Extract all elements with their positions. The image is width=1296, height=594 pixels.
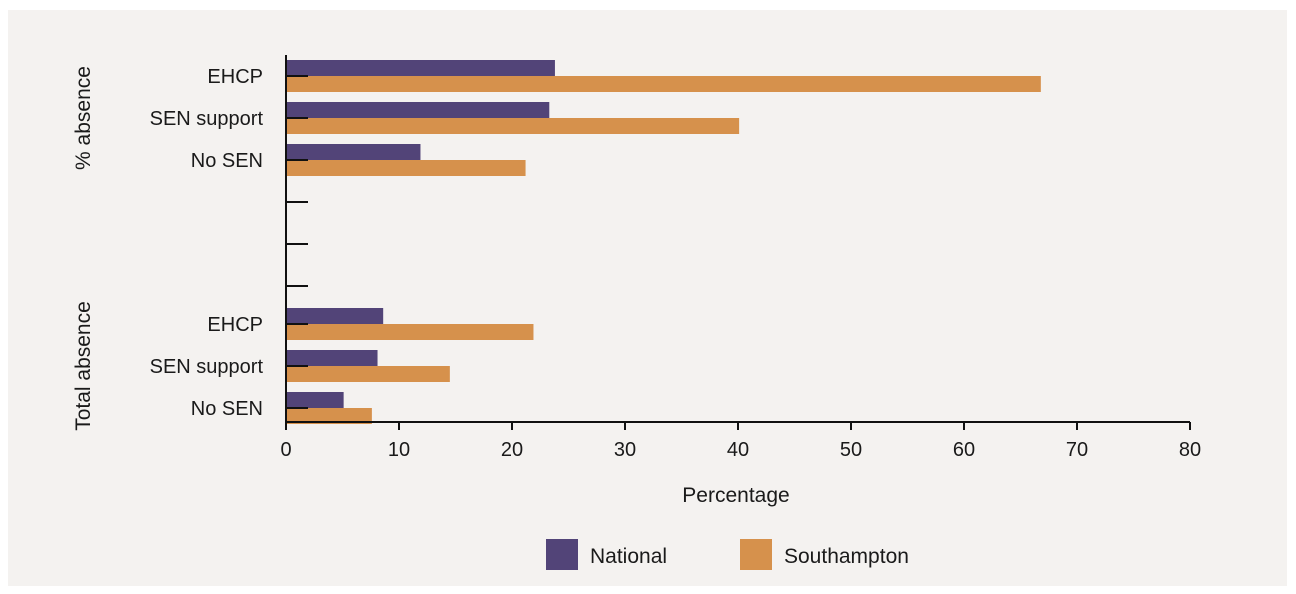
x-tick-label: 20 xyxy=(501,439,523,461)
bar-national xyxy=(286,60,555,76)
category-label: SEN support xyxy=(150,356,264,378)
bar-southampton xyxy=(286,324,534,340)
bar-southampton xyxy=(286,118,740,134)
x-tick-label: 50 xyxy=(840,439,862,461)
legend-swatch-national xyxy=(546,539,578,570)
bar-southampton xyxy=(286,408,372,424)
bar-national xyxy=(286,144,421,160)
x-axis-title: Percentage xyxy=(682,484,789,507)
x-tick-label: 30 xyxy=(614,439,636,461)
group-label: Total absence xyxy=(72,301,95,431)
x-tick-label: 60 xyxy=(953,439,975,461)
x-tick-label: 40 xyxy=(727,439,749,461)
legend-label-southampton: Southampton xyxy=(784,545,909,568)
bar-national xyxy=(286,392,344,408)
bar-national xyxy=(286,350,378,366)
legend-label-national: National xyxy=(590,545,667,568)
x-tick-label: 70 xyxy=(1066,439,1088,461)
bar-national xyxy=(286,308,384,324)
x-tick-label: 10 xyxy=(388,439,410,461)
legend-swatch-southampton xyxy=(740,539,772,570)
bar-chart: EHCP SEN support No SEN % absence EHCP SEN su… xyxy=(72,55,1201,570)
category-label: EHCP xyxy=(207,314,263,336)
category-label: EHCP xyxy=(207,66,263,88)
group-label: % absence xyxy=(72,66,95,170)
bar-southampton xyxy=(286,160,526,176)
category-label: No SEN xyxy=(191,150,263,172)
category-label: SEN support xyxy=(150,108,264,130)
chart-panel: EHCP SEN support No SEN % absence EHCP SEN su… xyxy=(8,10,1287,586)
x-tick-label: 80 xyxy=(1179,439,1201,461)
bar-southampton xyxy=(286,76,1041,92)
x-tick-label: 0 xyxy=(280,439,291,461)
category-label: No SEN xyxy=(191,398,263,420)
bar-southampton xyxy=(286,366,450,382)
bar-national xyxy=(286,102,550,118)
